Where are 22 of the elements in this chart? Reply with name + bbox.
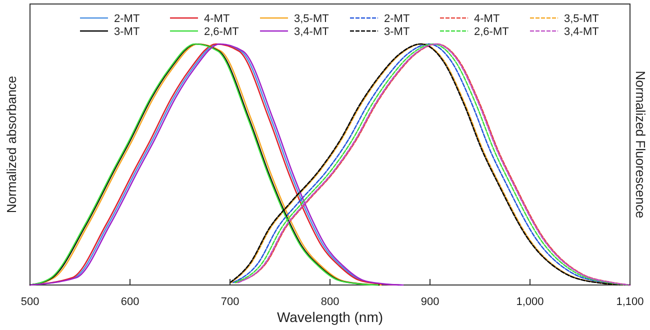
x-tick-label: 900 — [420, 296, 440, 308]
x-tick-label: 800 — [320, 296, 340, 308]
legend-label: 3,4-MT — [564, 26, 600, 38]
x-axis-title: Wavelength (nm) — [276, 309, 384, 325]
legend-label: 3,5-MT — [564, 13, 600, 25]
legend-label: 3,5-MT — [294, 13, 330, 25]
legend-label: 2-MT — [384, 13, 410, 25]
legend-label: 3,4-MT — [294, 26, 330, 38]
y2-axis-title: Normalized Fluorescence — [633, 70, 648, 218]
x-tick-label: 600 — [120, 296, 140, 308]
legend-label: 3-MT — [114, 26, 140, 38]
x-tick-label: 500 — [20, 296, 40, 308]
x-tick-label: 700 — [220, 296, 240, 308]
legend-label: 4-MT — [474, 13, 500, 25]
legend-label: 2,6-MT — [204, 26, 240, 38]
legend-label: 2-MT — [114, 13, 140, 25]
y-axis-title: Normalized absorbance — [4, 76, 19, 214]
legend-label: 2,6-MT — [474, 26, 510, 38]
x-tick-label: 1,100 — [616, 296, 644, 308]
legend-label: 4-MT — [204, 13, 230, 25]
legend-label: 3-MT — [384, 26, 410, 38]
x-tick-label: 1,000 — [516, 296, 544, 308]
